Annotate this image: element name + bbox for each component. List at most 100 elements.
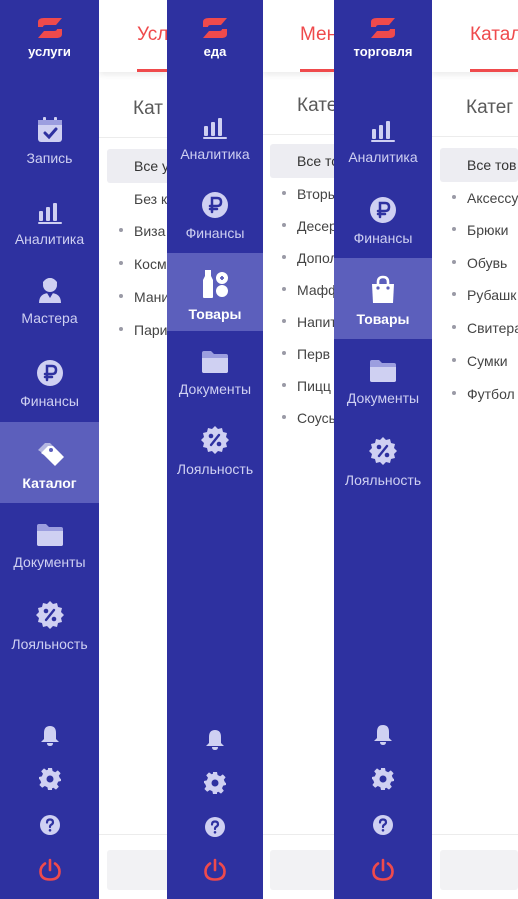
goods-icon — [199, 268, 231, 300]
folder-icon — [35, 522, 65, 548]
sidebar-item-loyalty[interactable]: Лояльность — [0, 600, 99, 660]
notifications-button[interactable] — [0, 724, 99, 748]
sidebar-item-loyalty[interactable]: Лояльность — [167, 425, 263, 485]
sidebar-item-documents[interactable]: Документы — [0, 522, 99, 582]
logo-icon — [199, 16, 231, 40]
brand-logo[interactable]: услуги — [0, 16, 99, 59]
tab-underline — [137, 69, 167, 72]
logout-button[interactable] — [0, 858, 99, 882]
notifications-button[interactable] — [167, 728, 263, 752]
list-item[interactable]: Допол — [282, 250, 334, 266]
sidebar-item-label: Финансы — [20, 393, 79, 409]
help-button[interactable] — [167, 815, 263, 839]
folder-icon — [200, 349, 230, 375]
sidebar-item-label: Документы — [13, 554, 86, 570]
all-categories-item[interactable]: Все то — [270, 144, 334, 178]
list-item[interactable]: Сумки — [452, 353, 508, 369]
settings-button[interactable] — [167, 771, 263, 795]
sidebar-item-booking[interactable]: Запись — [0, 116, 99, 176]
bag-icon — [369, 275, 397, 305]
ruble-icon — [369, 196, 397, 224]
sidebar-item-finance[interactable]: Финансы — [167, 191, 263, 251]
list-item[interactable]: Аксессу — [452, 190, 518, 206]
sidebar-item-label: Аналитика — [14, 231, 85, 247]
list-item[interactable]: Футбол — [452, 386, 515, 402]
settings-button[interactable] — [0, 767, 99, 791]
sidebar-item-goods[interactable]: Товары — [334, 258, 432, 339]
folder-icon — [368, 358, 398, 384]
all-categories-item[interactable]: Все тов — [440, 148, 518, 182]
tab-services[interactable]: Усл — [137, 24, 167, 45]
logout-button[interactable] — [167, 858, 263, 882]
content-panel-food: Мен Кате Все то Вторы Десер Допол Маффи … — [263, 0, 334, 899]
all-categories-item[interactable]: Все у — [107, 149, 167, 183]
list-item[interactable]: Обувь — [452, 255, 507, 271]
analytics-icon — [36, 197, 64, 225]
sidebar-item-analytics[interactable]: Аналитика — [334, 115, 432, 175]
footer-divider — [432, 834, 518, 835]
master-icon — [36, 276, 64, 304]
content-panel-services: Усл Кат Все у Без к Виза Косм Мани Пари — [99, 0, 167, 899]
list-item[interactable]: Маффи — [282, 282, 334, 298]
sidebar-item-documents[interactable]: Документы — [167, 349, 263, 409]
logout-button[interactable] — [334, 858, 432, 882]
list-item[interactable]: Свитера — [452, 320, 518, 336]
panel-header: Катал — [432, 0, 518, 72]
brand-logo[interactable]: еда — [167, 16, 263, 59]
list-item[interactable]: Перв — [282, 346, 330, 362]
power-icon — [203, 858, 227, 882]
bell-icon — [371, 723, 395, 747]
help-icon — [203, 815, 227, 839]
list-item[interactable]: Рубашк — [452, 287, 516, 303]
sidebar-item-finance[interactable]: Финансы — [0, 359, 99, 419]
list-item[interactable]: Виза — [119, 223, 165, 239]
logo-icon — [34, 16, 66, 40]
list-item[interactable]: Соусы — [282, 410, 334, 426]
panel-header: Мен — [263, 0, 334, 72]
bell-icon — [203, 728, 227, 752]
list-item[interactable]: Вторы — [282, 186, 334, 202]
brand-logo[interactable]: торговля — [334, 16, 432, 59]
help-button[interactable] — [0, 813, 99, 837]
divider — [263, 134, 334, 135]
footer-bar — [107, 850, 167, 890]
footer-bar — [440, 850, 518, 890]
list-item[interactable]: Без к — [134, 191, 167, 207]
gear-icon — [38, 767, 62, 791]
catalog-title: Катег — [466, 97, 514, 118]
list-item[interactable]: Косм — [119, 256, 167, 272]
list-item[interactable]: Брюки — [452, 222, 508, 238]
tab-underline — [300, 69, 334, 72]
sidebar-item-catalog[interactable]: Каталог — [0, 422, 99, 503]
sidebar-item-analytics[interactable]: Аналитика — [167, 112, 263, 172]
power-icon — [38, 858, 62, 882]
list-item[interactable]: Напит — [282, 314, 334, 330]
sidebar-item-documents[interactable]: Документы — [334, 358, 432, 418]
sidebar-item-finance[interactable]: Финансы — [334, 196, 432, 256]
gear-icon — [203, 771, 227, 795]
catalog-title: Кат — [133, 98, 163, 119]
help-button[interactable] — [334, 813, 432, 837]
notifications-button[interactable] — [334, 723, 432, 747]
settings-button[interactable] — [334, 767, 432, 791]
sidebar-item-masters[interactable]: Мастера — [0, 276, 99, 336]
tab-menu[interactable]: Мен — [300, 24, 334, 45]
list-item[interactable]: Пари — [119, 322, 167, 338]
list-item[interactable]: Пицц — [282, 378, 331, 394]
tab-underline — [470, 69, 518, 72]
sidebar-item-label: Каталог — [22, 475, 77, 491]
footer-divider — [263, 834, 334, 835]
sidebar-item-loyalty[interactable]: Лояльность — [334, 436, 432, 496]
sidebar-item-label: Финансы — [185, 225, 245, 241]
list-item[interactable]: Десер — [282, 218, 334, 234]
sidebar-item-goods[interactable]: Товары — [167, 253, 263, 331]
tab-catalog[interactable]: Катал — [470, 24, 518, 45]
sidebar-item-label: Документы — [346, 390, 420, 406]
analytics-icon — [369, 115, 397, 143]
brand-name: еда — [203, 44, 227, 59]
brand-name: торговля — [353, 44, 413, 59]
sidebar-food: еда Аналитика Финансы Товары Документы Л… — [167, 0, 263, 899]
sidebar-item-analytics[interactable]: Аналитика — [0, 197, 99, 257]
sidebar-item-label: Товары — [188, 306, 242, 322]
list-item[interactable]: Мани — [119, 289, 167, 305]
